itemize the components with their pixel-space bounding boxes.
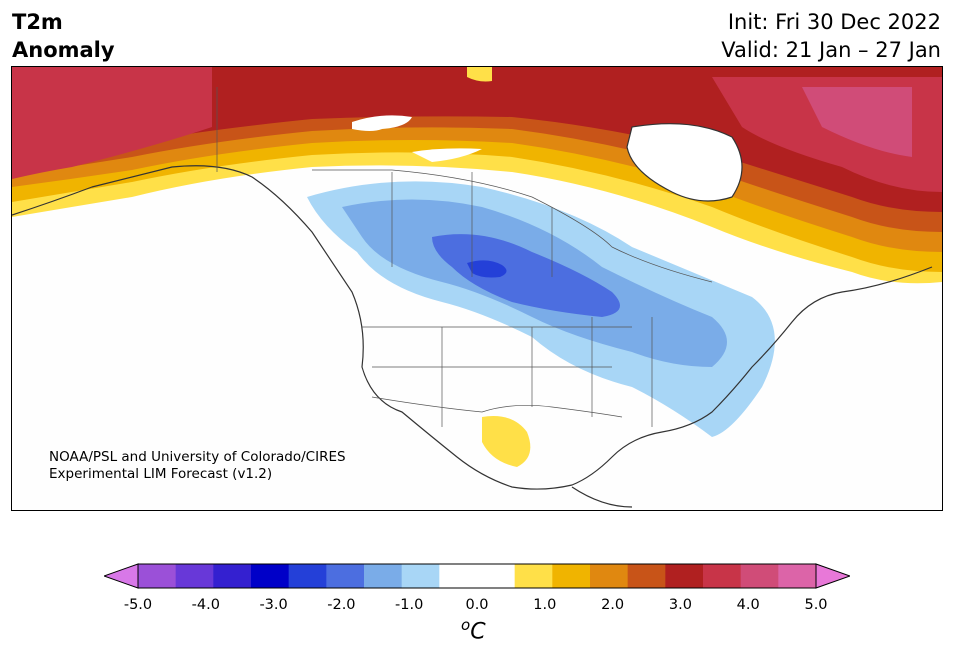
anomaly-map — [11, 66, 943, 511]
colorbar-cell — [590, 564, 629, 588]
colorbar-tick-label: -5.0 — [123, 597, 153, 613]
init-date: Init: Fri 30 Dec 2022 — [727, 10, 941, 34]
map-svg — [12, 67, 942, 510]
warm-anomaly-shading — [12, 67, 942, 284]
map-title: T2m Anomaly — [12, 8, 115, 64]
colorbar-cells — [138, 564, 817, 588]
colorbar-tick-label: 1.0 — [533, 597, 557, 613]
colorbar-tick-label: -4.0 — [191, 597, 220, 613]
white-artifact-1 — [352, 115, 412, 131]
colorbar-cell — [778, 564, 817, 588]
colorbar-cell — [477, 564, 516, 588]
cold-anomaly-shading — [307, 181, 775, 437]
hudson-bay — [627, 123, 742, 201]
valid-range: Valid: 21 Jan – 27 Jan — [721, 38, 941, 62]
colorbar-cell — [514, 564, 553, 588]
credit-line-1: NOAA/PSL and University of Colorado/CIRE… — [49, 449, 346, 465]
political-borders — [216, 87, 713, 427]
colorbar — [104, 563, 850, 589]
colorbar-over-arrow — [815, 563, 850, 589]
colorbar-cell — [703, 564, 742, 588]
units-base: C — [470, 619, 486, 645]
colorbar-tick-label: -2.0 — [327, 597, 356, 613]
colorbar-cell — [627, 564, 666, 588]
title-line-2: Anomaly — [12, 38, 115, 62]
colorbar-cell — [213, 564, 252, 588]
coastlines — [12, 123, 933, 508]
colorbar-cell — [401, 564, 440, 588]
credit-text: NOAA/PSL and University of Colorado/CIRE… — [49, 449, 346, 483]
colorbar-cell — [326, 564, 365, 588]
units-degree: o — [461, 616, 471, 634]
colorbar-cell — [175, 564, 214, 588]
colorbar-cell — [740, 564, 779, 588]
colorbar-cell — [138, 564, 177, 588]
colorbar-tick-label: 2.0 — [601, 597, 625, 613]
title-line-1: T2m — [12, 10, 63, 34]
colorbar-under-arrow — [104, 563, 139, 589]
white-artifact-2 — [412, 148, 482, 162]
credit-line-2: Experimental LIM Forecast (v1.2) — [49, 466, 273, 482]
colorbar-cell — [552, 564, 591, 588]
colorbar-tick-label: 5.0 — [804, 597, 828, 613]
colorbar-cell — [439, 564, 478, 588]
colorbar-cell — [364, 564, 403, 588]
colorbar-tick-label: 0.0 — [465, 597, 489, 613]
forecast-dates: Init: Fri 30 Dec 2022 Valid: 21 Jan – 27… — [721, 8, 941, 64]
colorbar-tick-label: 3.0 — [668, 597, 692, 613]
colorbar-tick-label: 4.0 — [736, 597, 760, 613]
colorbar-outline — [137, 563, 817, 589]
colorbar-cell — [251, 564, 290, 588]
colorbar-cell — [665, 564, 704, 588]
units-label: oC — [461, 616, 486, 644]
colorbar-tick-label: -1.0 — [395, 597, 424, 613]
colorbar-cell — [288, 564, 327, 588]
colorbar-tick-label: -3.0 — [259, 597, 288, 613]
southwest-warm-patch — [482, 416, 531, 467]
